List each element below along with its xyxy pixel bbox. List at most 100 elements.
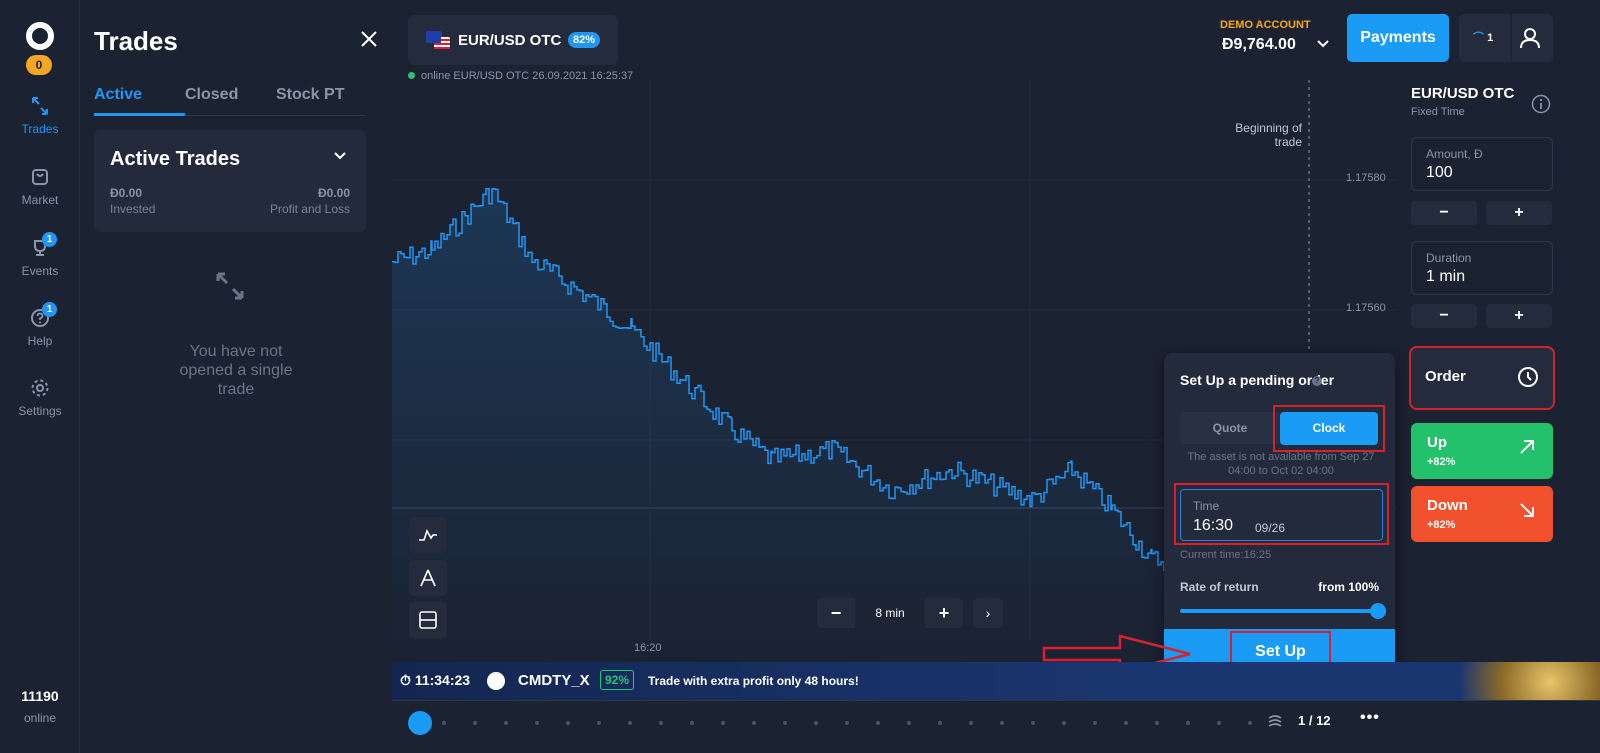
- pending-order-button[interactable]: Order: [1409, 346, 1555, 410]
- alarm-clock-icon: ⏱: [400, 672, 411, 688]
- ticker-timer-value: 11:34:23: [414, 672, 471, 688]
- beginning-of-trade-label: Beginning of trade: [1235, 121, 1302, 149]
- level-progress-icon[interactable]: [408, 711, 432, 735]
- sidebar-item-events[interactable]: 1 Events: [0, 232, 80, 278]
- progress-dot: [1186, 721, 1190, 725]
- sidebar-item-market[interactable]: Market: [0, 167, 80, 207]
- more-options-icon[interactable]: •••: [1360, 709, 1380, 726]
- account-balance[interactable]: Đ9,764.00: [1222, 36, 1296, 53]
- tab-stock-pt[interactable]: Stock PT: [276, 86, 345, 103]
- asset-selector[interactable]: EUR/USD OTC 82%: [408, 15, 618, 65]
- level-value: 1: [1487, 32, 1494, 44]
- progress-dot: [1124, 721, 1128, 725]
- page-indicator: 1 / 12: [1298, 713, 1331, 728]
- user-icon[interactable]: [1518, 26, 1542, 50]
- progress-dot: [1031, 721, 1035, 725]
- progress-dot: [1155, 721, 1159, 725]
- info-icon[interactable]: [1531, 94, 1551, 114]
- line-chart-icon: [419, 529, 437, 541]
- up-payout: +82%: [1427, 456, 1456, 468]
- progress-dot: [690, 721, 694, 725]
- eu-us-flag-icon: [426, 31, 450, 49]
- trades-tabs: Active Closed Stock PT: [94, 86, 366, 116]
- zoom-value: 8 min: [855, 598, 925, 628]
- zoom-in-button[interactable]: +: [938, 603, 950, 623]
- sidebar-item-help[interactable]: 1 Help: [0, 302, 80, 348]
- sidebar-item-label: Events: [21, 264, 59, 278]
- clock-tab-highlight: Clock: [1273, 405, 1385, 452]
- pl-value: Đ0.00: [317, 186, 350, 200]
- duration-field[interactable]: Duration 1 min: [1411, 241, 1553, 295]
- bottom-bar: 1 / 12 •••: [392, 700, 1600, 753]
- arrows-swap-icon: [32, 97, 48, 115]
- amount-increase-button[interactable]: +: [1486, 201, 1552, 225]
- drawing-tools-button[interactable]: [409, 560, 447, 596]
- price-chart[interactable]: [392, 0, 1396, 662]
- promo-ticker[interactable]: ⏱ 11:34:23 CMDTY_X 92% Trade with extra …: [392, 662, 1600, 700]
- stack-icon[interactable]: [1268, 713, 1282, 727]
- chevron-down-icon[interactable]: [334, 152, 346, 160]
- online-status: online EUR/USD OTC 26.09.2021 16:25:37: [408, 70, 633, 82]
- progress-dot: [659, 721, 663, 725]
- progress-dot: [473, 721, 477, 725]
- compass-icon: [420, 569, 436, 587]
- rate-of-return-label: Rate of return: [1180, 580, 1259, 594]
- amount-value[interactable]: 100: [1426, 164, 1453, 181]
- chevron-right-icon[interactable]: ›: [973, 598, 1003, 628]
- rate-of-return-slider[interactable]: [1180, 603, 1386, 619]
- up-button[interactable]: Up +82%: [1411, 423, 1553, 479]
- progress-dot: [1248, 721, 1252, 725]
- close-icon[interactable]: [360, 30, 378, 48]
- clock-tab[interactable]: Clock: [1280, 412, 1378, 445]
- ticker-asset: CMDTY_X: [518, 672, 590, 689]
- gear-icon: [31, 379, 49, 397]
- amount-decrease-button[interactable]: −: [1411, 201, 1477, 225]
- tab-active[interactable]: Active: [94, 86, 143, 103]
- zoom-out-button[interactable]: −: [830, 603, 842, 623]
- logo-icon[interactable]: [26, 22, 54, 50]
- arrows-swap-icon: [216, 272, 244, 300]
- time-value[interactable]: 16:30: [1193, 517, 1234, 534]
- chart-type-button[interactable]: [409, 517, 447, 553]
- online-dot: [408, 72, 415, 79]
- duration-decrease-button[interactable]: −: [1411, 304, 1477, 328]
- progress-dot: [907, 721, 911, 725]
- ticker-payout: 92%: [600, 670, 635, 690]
- asset-payout-badge: 82%: [568, 32, 601, 48]
- slider-handle[interactable]: [1370, 603, 1386, 619]
- level-badge: 0: [26, 55, 52, 75]
- split-layout-icon: [419, 611, 437, 629]
- availability-note: The asset is not available from Sep 27 0…: [1187, 451, 1375, 477]
- progress-dot: [442, 721, 446, 725]
- tab-closed[interactable]: Closed: [185, 86, 239, 103]
- amount-label: Amount, Đ: [1426, 147, 1483, 161]
- down-button[interactable]: Down +82%: [1411, 486, 1553, 542]
- help-badge: 1: [42, 302, 57, 317]
- layout-button[interactable]: [409, 602, 447, 638]
- payments-button[interactable]: Payments: [1347, 14, 1449, 62]
- duration-value[interactable]: 1 min: [1426, 268, 1466, 285]
- amount-field[interactable]: Amount, Đ 100: [1411, 137, 1553, 191]
- progress-dot: [597, 721, 601, 725]
- chevron-down-icon[interactable]: [1317, 40, 1329, 48]
- down-payout: +82%: [1427, 519, 1456, 531]
- help-icon[interactable]: ?: [1312, 376, 1322, 386]
- trophy-icon: [34, 240, 46, 256]
- time-label: Time: [1193, 499, 1220, 513]
- up-label: Up: [1427, 434, 1447, 451]
- quote-tab[interactable]: Quote: [1180, 412, 1280, 444]
- trade-asset-name: EUR/USD OTC: [1411, 85, 1515, 102]
- trades-panel: Trades Active Closed Stock PT Active Tra…: [80, 0, 392, 753]
- progress-dot: [845, 721, 849, 725]
- account-menu[interactable]: ⌒ 1: [1459, 14, 1553, 62]
- time-field[interactable]: Time 16:30 09/26: [1180, 489, 1383, 541]
- sidebar-item-trades[interactable]: Trades: [0, 96, 80, 136]
- current-time: Current time:16:25: [1180, 549, 1272, 561]
- sidebar-item-settings[interactable]: Settings: [0, 378, 80, 418]
- active-trades-title: Active Trades: [110, 148, 241, 170]
- invested-label: Invested: [110, 202, 156, 216]
- divider: [1511, 14, 1512, 62]
- duration-increase-button[interactable]: +: [1486, 304, 1552, 328]
- progress-dot: [535, 721, 539, 725]
- rate-of-return-value: from 100%: [1318, 580, 1379, 594]
